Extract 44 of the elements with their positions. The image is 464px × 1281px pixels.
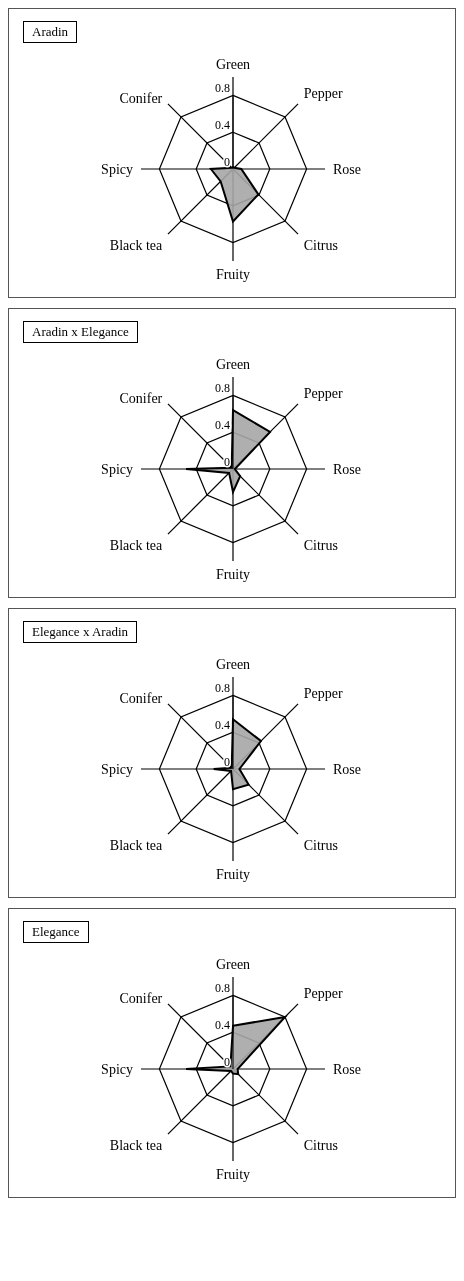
y-tick-label: 0.4 [215, 1018, 230, 1033]
spoke-label: Citrus [303, 1137, 338, 1153]
y-tick-label: 0.4 [215, 118, 230, 133]
y-tick-label: 0.4 [215, 418, 230, 433]
chart-title: Elegance x Aradin [23, 621, 138, 643]
spoke-label: Green [215, 957, 251, 972]
chart-title: Elegance [23, 921, 89, 943]
spoke-label: Fruity [215, 866, 251, 882]
chart-title: Aradin [23, 21, 78, 43]
spoke-label: Pepper [303, 386, 343, 402]
chart-title: Aradin x Elegance [23, 321, 138, 343]
spoke-label: Pepper [303, 986, 343, 1002]
spoke-label: Black tea [109, 237, 164, 253]
spoke-label: Fruity [215, 266, 251, 282]
spoke-label: Fruity [215, 1166, 251, 1182]
spoke-label: Conifer [119, 91, 163, 107]
spoke-label: Black tea [109, 1137, 164, 1153]
spoke-label: Rose [333, 761, 361, 777]
spoke-label: Pepper [303, 686, 343, 702]
y-tick-label: 0.8 [215, 981, 230, 996]
y-tick-label: 0.4 [215, 718, 230, 733]
spoke-label: Black tea [109, 837, 164, 853]
spoke-label: Black tea [109, 537, 164, 553]
spoke-label: Conifer [119, 691, 163, 707]
spoke-label: Citrus [303, 537, 338, 553]
spoke-label: Green [215, 657, 251, 672]
spoke-label: Conifer [119, 991, 163, 1007]
spoke-label: Rose [333, 1061, 361, 1077]
spoke-label: Rose [333, 461, 361, 477]
spoke-label: Green [215, 357, 251, 372]
y-tick-label: 0.8 [215, 81, 230, 96]
spoke-label: Spicy [101, 161, 133, 177]
spoke-label: Conifer [119, 391, 163, 407]
spoke-label: Pepper [303, 86, 343, 102]
spoke-label: Fruity [215, 566, 251, 582]
spoke-label: Rose [333, 161, 361, 177]
spoke-label: Green [215, 57, 251, 72]
spoke-label: Citrus [303, 237, 338, 253]
spoke-label: Spicy [101, 761, 133, 777]
y-tick-label: 0.8 [215, 681, 230, 696]
y-tick-label: 0.8 [215, 381, 230, 396]
spoke-label: Spicy [101, 1061, 133, 1077]
spoke-label: Spicy [101, 461, 133, 477]
spoke-label: Citrus [303, 837, 338, 853]
